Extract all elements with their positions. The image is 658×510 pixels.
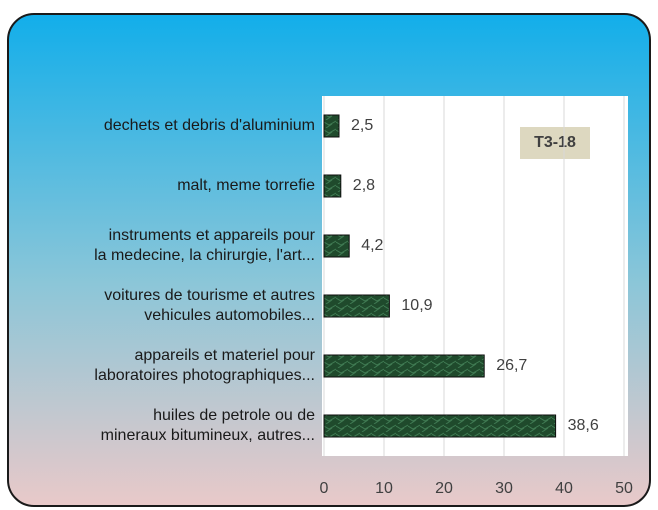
y-tick-label: instruments et appareils pour la medecin… <box>94 227 315 264</box>
x-tick-label: 0 <box>320 480 329 497</box>
bar <box>323 354 485 378</box>
x-tick-label: 30 <box>495 480 513 497</box>
bar <box>323 174 342 198</box>
x-tick-label: 40 <box>555 480 573 497</box>
data-label: 10,9 <box>401 297 432 314</box>
bar <box>323 234 350 258</box>
y-tick-label: malt, meme torrefie <box>177 177 315 194</box>
bar <box>323 114 340 138</box>
annotation-box <box>520 127 590 159</box>
data-label: 2,8 <box>353 177 375 194</box>
bar <box>323 294 390 318</box>
y-tick-label: huiles de petrole ou de mineraux bitumin… <box>100 407 315 444</box>
y-tick-label: voitures de tourisme et autres vehicules… <box>104 287 315 324</box>
annotation: T3-18 <box>534 134 576 151</box>
y-tick-label: appareils et materiel pour laboratoires … <box>94 347 315 384</box>
data-label: 38,6 <box>568 417 599 434</box>
data-label: 4,2 <box>361 237 383 254</box>
x-tick-label: 10 <box>375 480 393 497</box>
y-tick-label: dechets et debris d'aluminium <box>103 117 315 134</box>
bar <box>323 414 557 438</box>
x-tick-label: 20 <box>435 480 453 497</box>
data-label: 2,5 <box>351 117 373 134</box>
x-tick-label: 50 <box>615 480 633 497</box>
data-label: 26,7 <box>496 357 527 374</box>
